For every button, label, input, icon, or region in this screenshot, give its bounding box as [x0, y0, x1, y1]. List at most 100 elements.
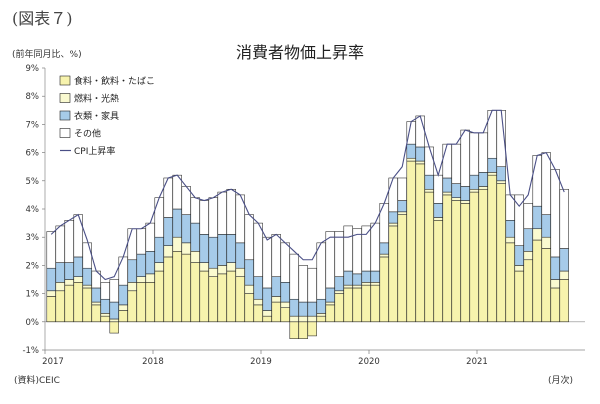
bar-food — [199, 270, 209, 323]
bar-fuel — [262, 310, 272, 317]
bar-clothing — [136, 253, 146, 277]
bar-clothing — [163, 217, 173, 246]
bar-clothing — [145, 251, 155, 275]
chart-title: 消費者物価上昇率 — [236, 43, 364, 62]
bar-clothing — [199, 234, 209, 263]
bar-fuel — [64, 279, 74, 286]
bar-other — [316, 242, 326, 300]
bar-other — [280, 242, 290, 283]
bar-clothing — [226, 234, 236, 263]
bar-fuel — [523, 251, 533, 261]
bar-food — [379, 256, 389, 323]
legend-swatch-other — [59, 128, 71, 138]
bar-fuel — [550, 279, 560, 289]
bar-other — [532, 155, 542, 207]
bar-other — [460, 129, 470, 187]
bar-other — [199, 200, 209, 235]
bar-food — [73, 282, 83, 323]
bar-clothing — [442, 177, 452, 193]
bar-fuel — [172, 236, 182, 252]
bar-food — [424, 191, 434, 323]
bar-other — [46, 231, 56, 269]
bar-food — [208, 276, 218, 323]
bar-fuel — [118, 304, 128, 311]
y-tick-label: 7% — [26, 120, 40, 130]
bar-other — [289, 253, 299, 300]
bar-fuel — [559, 270, 569, 280]
bar-fuel — [388, 222, 398, 227]
y-tick-label: -1% — [22, 346, 39, 356]
legend-swatch-clothing — [59, 110, 71, 121]
bar-other — [100, 282, 110, 300]
y-tick-label: 5% — [26, 177, 40, 187]
bar-fuel — [46, 290, 56, 297]
bar-other — [325, 231, 335, 289]
bar-other — [406, 121, 416, 145]
bar-clothing — [82, 267, 92, 286]
bar-food — [478, 188, 488, 323]
bar-food — [235, 276, 245, 323]
bar-other — [127, 228, 137, 261]
bar-fuel — [496, 180, 506, 184]
bar-other — [109, 279, 119, 303]
bar-fuel — [433, 217, 443, 221]
bar-clothing — [532, 205, 542, 230]
x-tick-label: 2017 — [42, 357, 64, 367]
bar-clothing — [352, 273, 362, 286]
bar-clothing — [307, 301, 317, 317]
bar-other — [64, 220, 74, 263]
bar-food — [469, 191, 479, 323]
bar-food — [406, 160, 416, 323]
bar-fuel — [199, 262, 209, 272]
bar-food — [361, 284, 371, 323]
bar-clothing — [73, 256, 83, 277]
bar-fuel — [190, 251, 200, 263]
bar-fuel — [514, 265, 524, 272]
bar-other — [523, 203, 533, 230]
bar-clothing — [460, 186, 470, 201]
bar-other — [55, 225, 65, 263]
bar-fuel — [208, 267, 218, 277]
bar-food — [388, 225, 398, 323]
bar-other — [73, 214, 83, 258]
bar-other — [442, 143, 452, 179]
bar-other — [559, 188, 569, 249]
bar-clothing — [235, 242, 245, 269]
bar-food — [397, 214, 407, 323]
bar-fuel — [505, 236, 515, 244]
bar-fuel — [298, 315, 308, 323]
bar-food — [118, 310, 128, 323]
bar-food — [343, 287, 353, 323]
bar-food — [64, 284, 74, 323]
bar-fuel — [370, 282, 380, 286]
bar-clothing — [46, 267, 56, 292]
bar-other — [370, 222, 380, 272]
bar-fuel — [127, 282, 137, 292]
bar-fuel — [406, 157, 416, 162]
bar-clothing — [433, 203, 443, 218]
bar-clothing — [208, 236, 218, 269]
bar-food — [244, 293, 254, 323]
bar-food — [136, 282, 146, 323]
y-tick-label: 3% — [26, 233, 40, 243]
x-tick-label: 2018 — [142, 357, 164, 367]
bar-clothing — [316, 298, 326, 314]
bar-food — [253, 304, 263, 323]
bars-layer — [46, 110, 569, 339]
bar-food — [289, 321, 299, 339]
bar-food — [262, 315, 272, 323]
bar-clothing — [262, 287, 272, 311]
bar-food — [496, 183, 506, 323]
bar-clothing — [496, 166, 506, 182]
bar-food — [55, 290, 65, 323]
bar-fuel — [253, 298, 263, 306]
bar-food — [181, 253, 191, 323]
bar-fuel — [73, 276, 83, 283]
bar-clothing — [91, 287, 101, 303]
bar-food — [505, 242, 515, 323]
bar-food — [370, 284, 380, 323]
bar-clothing — [370, 270, 380, 283]
bar-clothing — [361, 270, 371, 283]
